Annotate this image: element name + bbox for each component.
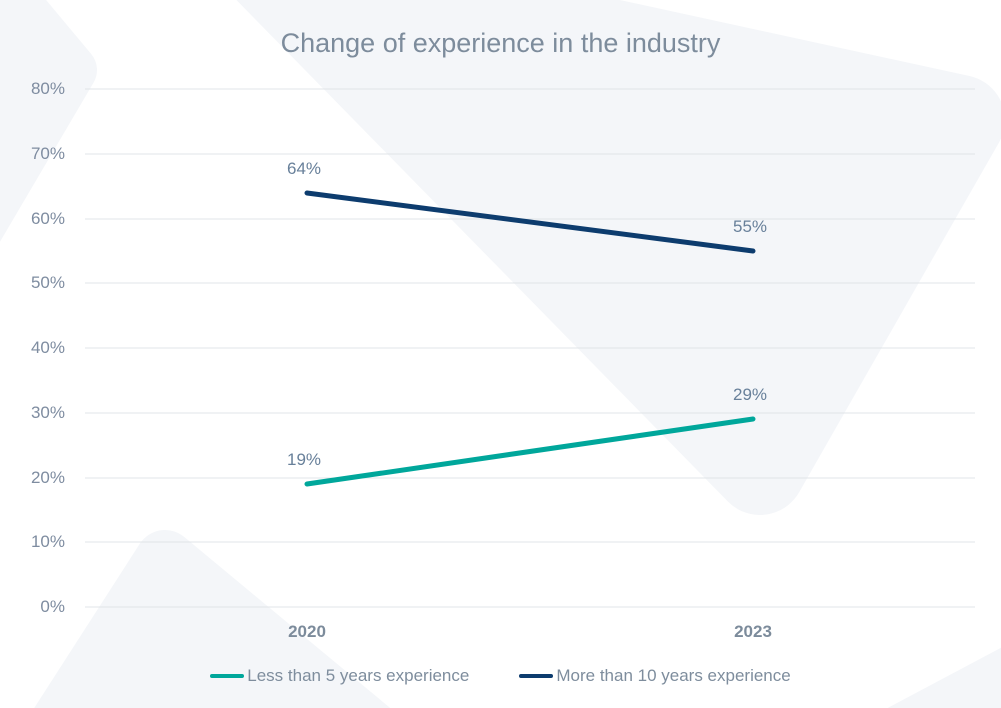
x-axis-label: 2023	[734, 622, 772, 641]
y-axis-tick-label: 10%	[30, 532, 65, 551]
decor-blob-top-left	[0, 0, 97, 242]
data-point-label: 19%	[287, 450, 322, 469]
legend-label: Less than 5 years experience	[247, 666, 470, 685]
y-axis-tick-label: 0%	[40, 597, 65, 616]
decor-blob-bottom-right	[887, 647, 1001, 708]
legend-swatch	[519, 674, 554, 678]
y-axis-tick-label: 70%	[30, 144, 65, 163]
y-axis-tick-label: 60%	[30, 209, 65, 228]
y-axis-tick-label: 80%	[30, 79, 65, 98]
decor-blob-bottom-left	[34, 530, 391, 708]
series-line-1	[304, 416, 756, 487]
chart-title: Change of experience in the industry	[280, 28, 721, 58]
x-axis-label: 2020	[288, 622, 326, 641]
legend-label: More than 10 years experience	[556, 666, 791, 685]
y-axis-tick-label: 40%	[30, 338, 65, 357]
legend-item[interactable]: Less than 5 years experience	[210, 666, 469, 686]
data-point-label: 29%	[733, 385, 768, 404]
y-axis-tick-label: 30%	[30, 403, 65, 422]
data-point-label: 64%	[287, 159, 322, 178]
y-axis-tick-label: 20%	[30, 468, 65, 487]
data-point-label: 55%	[733, 217, 768, 236]
legend-item[interactable]: More than 10 years experience	[519, 666, 791, 686]
legend-swatch	[210, 674, 245, 678]
legend: Less than 5 years experience More than 10…	[0, 666, 1001, 686]
series-line-2	[304, 190, 756, 254]
y-axis-tick-label: 50%	[30, 273, 65, 292]
